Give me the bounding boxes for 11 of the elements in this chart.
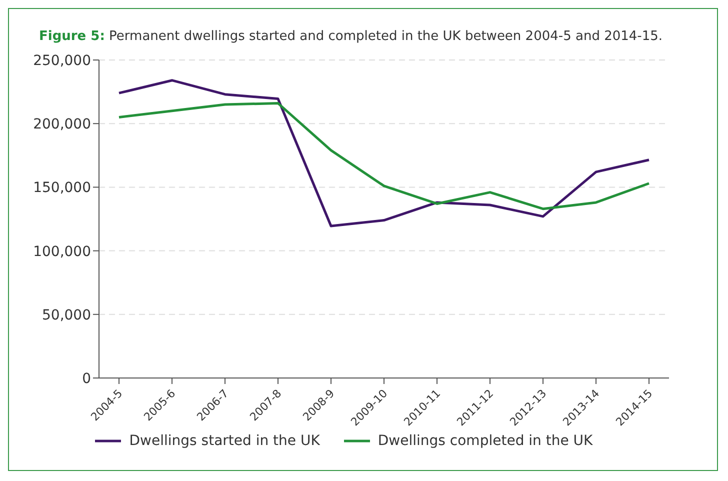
legend-label: Dwellings started in the UK [128,433,320,449]
chart-title: Figure 5: Permanent dwellings started and completed in the UK between 2004-5 and 2014-15. [38,28,664,44]
y-tick-label: 50,000 [42,307,91,324]
line-series [118,102,650,210]
legend-label: Dwellings completed in the UK [376,433,593,449]
line-series [118,79,650,228]
y-tick-label: 150,000 [33,180,91,196]
y-tick-label: 0 [82,370,91,387]
y-tick-label: 100,000 [33,244,91,260]
y-tick-label: 250,000 [33,52,91,69]
y-tick-label: 200,000 [33,116,91,133]
